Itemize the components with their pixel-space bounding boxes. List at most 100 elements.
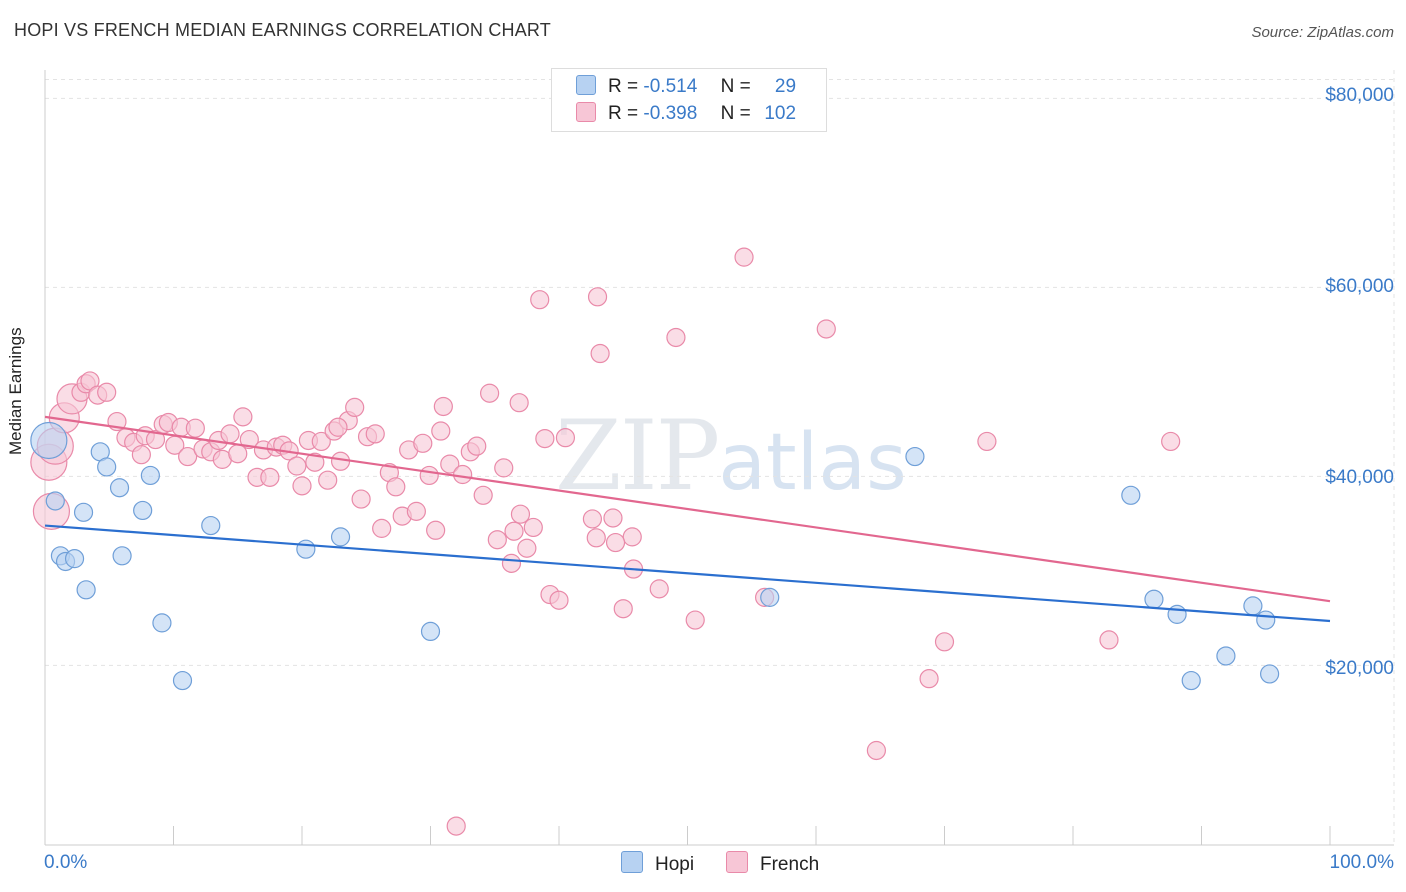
french-point [406,501,426,521]
french-point [178,446,198,467]
french-point [220,424,240,444]
french-point [666,327,686,348]
french-point [413,433,433,453]
french-point [260,467,280,487]
y-tick-label-20000: $20,000 [1325,658,1394,679]
french-point [1099,630,1119,650]
hopi-point [1243,596,1263,616]
french-point [555,428,576,448]
french-point [1161,431,1181,452]
french-point [351,489,371,509]
french-point [685,610,705,630]
french-point [587,287,608,307]
legend: R = -0.514 N = 29 R = -0.398 N = 102 [551,68,827,132]
french-point [131,445,151,465]
y-tick-label-80000: $80,000 [1325,85,1394,106]
hopi-point [1260,664,1280,684]
hopi-point [45,491,65,511]
french-point [501,553,522,573]
legend-swatch-hopi [576,75,596,95]
hopi-point [97,457,117,477]
hopi-point [905,446,925,467]
legend-r-value: -0.398 [643,103,698,124]
legend-r-label: R = [608,103,639,124]
french-point [426,520,446,540]
french-point [185,418,205,438]
hopi-point [420,621,441,642]
hopi-point [1121,485,1141,505]
french-point [480,383,500,403]
french-point [816,319,836,339]
legend-n-value: 29 [774,76,797,97]
hopi-point [140,465,160,486]
french-point [866,740,886,761]
legend-row-hopi: R = -0.514 N = 29 [576,75,796,101]
hopi-point [330,527,351,547]
legend-r-label: R = [608,76,639,97]
french-point [603,508,623,528]
hopi-point [760,587,780,607]
hopi-point [133,500,153,521]
y-tick-label-60000: $60,000 [1325,276,1394,297]
french-point [622,527,642,547]
y-tick-label-40000: $40,000 [1325,467,1394,488]
french-point [649,579,669,599]
french-point [530,290,550,310]
french-point [318,470,338,490]
bottom-legend-swatch-hopi [621,851,643,873]
french-point [433,396,453,417]
french-point [473,485,493,505]
french-point [239,429,259,450]
hopi-point [1256,610,1276,630]
hopi-point [30,421,68,460]
bottom-legend-swatch-french [726,851,748,873]
hopi-trend-line [44,524,1331,623]
bottom-legend-hopi: Hopi [621,851,694,876]
hopi-point [1144,589,1164,609]
french-point [549,590,569,610]
legend-n-value: 102 [764,103,797,124]
french-point [517,538,537,558]
french-point [145,429,166,450]
french-point [419,465,439,486]
french-point [535,428,555,449]
source-label: Source: ZipAtlas.com [1251,24,1394,41]
french-point [734,247,754,267]
french-point [590,343,610,364]
french-point [510,504,531,524]
french-point [97,382,117,402]
y-axis-label: Median Earnings [6,327,25,455]
hopi-point [112,546,132,566]
french-point [494,458,514,478]
hopi-point [201,515,221,536]
french-point [311,431,331,452]
hopi-point [296,539,316,559]
x-tick-label-max: 100.0% [1329,852,1394,873]
french-point [504,521,524,541]
chart-title: HOPI VS FRENCH MEDIAN EARNINGS CORRELATI… [14,20,551,40]
legend-n-label: N = [720,103,751,124]
french-point [977,431,997,452]
french-point [287,456,307,476]
french-point [605,532,626,553]
french-point [431,421,451,441]
hopi-point [73,502,94,522]
x-tick-label-min: 0.0% [44,852,88,873]
french-point [440,454,460,474]
french-point [919,669,939,689]
legend-r-value: -0.514 [643,76,698,97]
hopi-point [1181,670,1201,691]
french-point [305,452,325,472]
french-point [345,397,365,418]
hopi-point [152,613,172,633]
french-point [233,407,253,427]
french-point [934,632,955,652]
legend-n-label: N = [720,76,751,97]
french-point [487,530,507,550]
french-point [523,517,543,538]
french-point [453,464,473,485]
french-point [467,436,487,456]
french-point [386,477,406,497]
legend-row-french: R = -0.398 N = 102 [576,102,796,128]
